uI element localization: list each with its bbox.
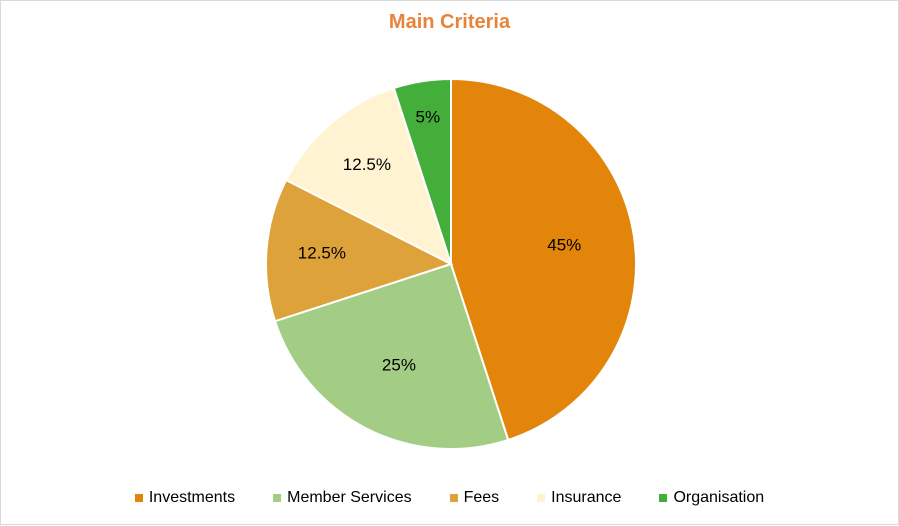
chart-legend: Investments Member Services Fees Insurance O… [1, 489, 898, 507]
pie-slice-fees [265, 178, 454, 323]
pie-slice-insurance [284, 86, 453, 266]
data-label-insurance: 12.5% [343, 155, 391, 174]
legend-label: Organisation [673, 489, 765, 506]
legend-item-fees: Fees [449, 489, 500, 507]
data-label-investments: 45% [547, 236, 581, 255]
legend-swatch [273, 494, 282, 502]
legend-label: Member Services [287, 489, 412, 506]
legend-item-member-services: Member Services [273, 489, 412, 507]
pie-slice-member-services [273, 262, 510, 450]
legend-item-organisation: Organisation [659, 489, 764, 507]
pie-slice-investments [450, 77, 637, 442]
data-label-fees: 12.5% [298, 243, 346, 262]
legend-swatch [659, 494, 668, 502]
legend-swatch [537, 494, 546, 502]
legend-item-investments: Investments [134, 489, 236, 507]
legend-swatch [134, 494, 143, 502]
legend-label: Insurance [551, 489, 622, 506]
data-label-member-services: 25% [382, 356, 416, 375]
pie-slice-organisation [392, 77, 452, 265]
legend-label: Fees [463, 489, 500, 506]
legend-item-insurance: Insurance [537, 489, 621, 507]
data-label-organisation: 5% [416, 107, 441, 126]
chart-title: Main Criteria [388, 11, 511, 33]
legend-label: Investments [148, 489, 236, 506]
legend-swatch [449, 494, 458, 502]
